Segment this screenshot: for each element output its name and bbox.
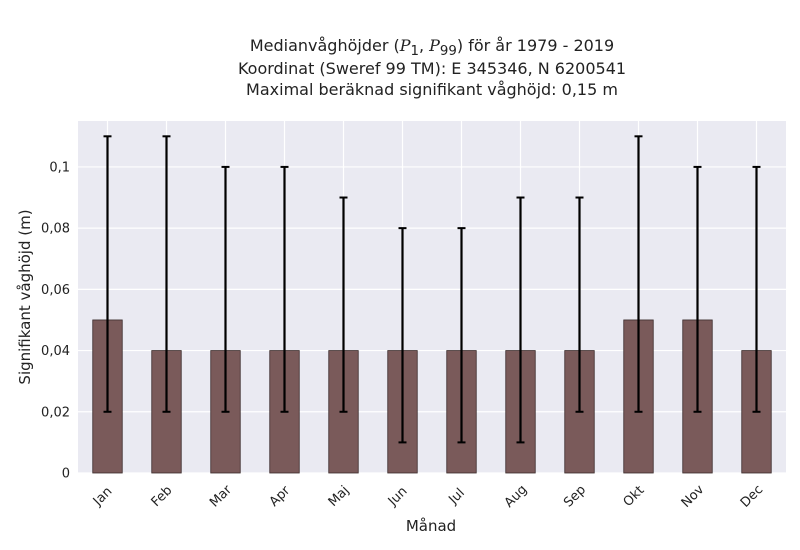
x-tick-label: Feb: [149, 483, 176, 510]
plot-background: [78, 121, 786, 473]
chart-title-line-1: Medianvåghöjder (P1, P99) för år 1979 - …: [249, 36, 615, 60]
x-tick-label: Nov: [679, 482, 708, 511]
x-tick-label: Mar: [207, 482, 235, 510]
y-tick-label: 0,1: [49, 160, 70, 175]
chart-title-line-3: Maximal beräknad signifikant våghöjd: 0,…: [246, 80, 618, 99]
y-tick-label: 0,08: [41, 222, 70, 237]
x-tick-label: Jun: [385, 484, 411, 510]
x-tick-label: Aug: [502, 482, 531, 511]
p99-subscript: 99: [439, 44, 457, 60]
x-axis: Jan Feb Mar Apr Maj Jun Jul Aug Sep Okt Nov Dec: [90, 482, 766, 511]
y-tick-label: 0,02: [41, 405, 70, 420]
y-tick-label: 0,04: [41, 344, 70, 359]
error-bars: [103, 135, 761, 444]
x-tick-label: Jan: [90, 484, 115, 509]
p1-symbol: P: [399, 36, 411, 55]
x-tick-label: Jul: [445, 486, 467, 508]
x-axis-label: Månad: [406, 517, 456, 535]
y-tick-label: 0: [62, 467, 70, 482]
x-tick-label: Okt: [621, 483, 648, 510]
x-tick-label: Apr: [267, 483, 294, 510]
x-tick-label: Maj: [326, 483, 353, 510]
y-axis-label: Signifikant våghöjd (m): [16, 209, 34, 384]
y-axis: 0 0,02 0,04 0,06 0,08 0,1: [41, 160, 70, 481]
x-tick-label: Sep: [561, 483, 589, 511]
y-tick-label: 0,06: [41, 283, 70, 298]
p1-subscript: 1: [410, 44, 419, 60]
p99-symbol: P: [429, 36, 440, 55]
x-tick-label: Dec: [738, 482, 766, 510]
chart-title-line-2: Koordinat (Sweref 99 TM): E 345346, N 62…: [237, 59, 627, 78]
